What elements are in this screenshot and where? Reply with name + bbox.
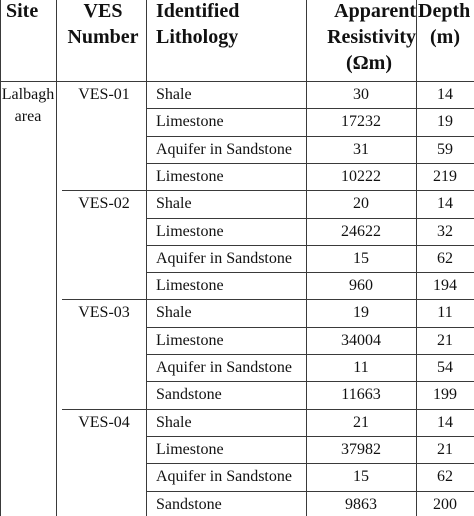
- depth-cell: 14: [437, 195, 453, 213]
- resistivity-cell: 15: [353, 468, 369, 486]
- column-divider-line: [56, 0, 57, 516]
- lithology-cell: Limestone: [156, 167, 224, 185]
- resistivity-cell: 20: [353, 195, 369, 213]
- row-divider-line: [146, 272, 474, 273]
- depth-cell: 19: [437, 113, 453, 131]
- depth-cell: 11: [437, 304, 453, 322]
- row-divider-line: [146, 108, 474, 109]
- depth-cell: 32: [437, 222, 453, 240]
- row-divider-line: [146, 163, 474, 164]
- lithology-cell: Aquifer in Sandstone: [156, 468, 292, 486]
- lithology-cell: Limestone: [156, 440, 224, 458]
- ves-number-cell: VES-03: [78, 304, 130, 322]
- group-divider-line: [62, 190, 474, 191]
- row-divider-line: [146, 245, 474, 246]
- depth-cell: 62: [437, 468, 453, 486]
- resistivity-cell: 15: [353, 249, 369, 267]
- depth-cell: 199: [433, 386, 457, 404]
- row-divider-line: [146, 354, 474, 355]
- lithology-cell: Shale: [156, 195, 192, 213]
- depth-cell: 200: [433, 495, 457, 513]
- resistivity-cell: 30: [353, 86, 369, 103]
- lithology-cell: Shale: [156, 86, 192, 103]
- header-resistivity-line2: Resistivity: [327, 26, 416, 48]
- depth-cell: 62: [437, 249, 453, 267]
- depth-cell: 194: [433, 277, 457, 295]
- row-divider-line: [146, 491, 474, 492]
- row-divider-line: [146, 327, 474, 328]
- ves-number-cell: VES-04: [78, 413, 130, 431]
- column-divider-line: [306, 0, 307, 516]
- lithology-cell: Sandstone: [156, 495, 222, 513]
- header-ves-line2: Number: [67, 26, 139, 48]
- header-depth-line1: Depth: [418, 0, 471, 22]
- lithology-cell: Aquifer in Sandstone: [156, 140, 292, 158]
- resistivity-cell: 31: [353, 140, 369, 158]
- depth-cell: 14: [437, 86, 453, 103]
- depth-cell: 21: [437, 331, 453, 349]
- header-resistivity-line1: Apparent: [334, 0, 416, 22]
- resistivity-cell: 24622: [341, 222, 381, 240]
- depth-cell: 219: [433, 167, 457, 185]
- depth-cell: 59: [437, 140, 453, 158]
- header-resistivity: Apparent Resistivity (Ωm): [306, 0, 416, 76]
- lithology-cell: Aquifer in Sandstone: [156, 249, 292, 267]
- lithology-cell: Limestone: [156, 222, 224, 240]
- lithology-cell: Aquifer in Sandstone: [156, 359, 292, 376]
- row-divider-line: [146, 381, 474, 382]
- resistivity-cell: 37982: [341, 440, 381, 458]
- header-lithology-line1: Identified: [156, 0, 240, 22]
- site-cell: Lalbagh area: [0, 84, 56, 128]
- group-divider-line: [62, 409, 474, 410]
- resistivity-cell: 21: [353, 413, 369, 431]
- header-site: Site: [6, 0, 39, 22]
- lithology-cell: Limestone: [156, 277, 224, 295]
- resistivity-cell: 11: [353, 359, 369, 376]
- header-bottom-line: [0, 81, 474, 82]
- lithology-cell: Shale: [156, 413, 192, 431]
- lithology-cell: Sandstone: [156, 386, 222, 404]
- resistivity-cell: 11663: [341, 386, 381, 404]
- column-divider-line: [416, 0, 417, 516]
- depth-cell: 21: [437, 440, 453, 458]
- lithology-cell: Limestone: [156, 113, 224, 131]
- header-depth-line2: (m): [430, 26, 460, 48]
- header-ves-number: VES Number: [62, 0, 144, 50]
- resistivity-cell: 10222: [341, 167, 381, 185]
- resistivity-cell: 9863: [345, 495, 377, 513]
- site-line2: area: [14, 108, 42, 125]
- lithology-cell: Limestone: [156, 331, 224, 349]
- resistivity-cell: 34004: [341, 331, 381, 349]
- resistivity-cell: 960: [349, 277, 373, 295]
- header-lithology: Identified Lithology: [156, 0, 306, 50]
- row-divider-line: [146, 463, 474, 464]
- ves-number-cell: VES-02: [78, 195, 130, 213]
- site-line1: Lalbagh: [1, 86, 55, 103]
- depth-cell: 54: [437, 359, 453, 376]
- row-divider-line: [146, 136, 474, 137]
- resistivity-cell: 19: [353, 304, 369, 322]
- row-divider-line: [146, 218, 474, 219]
- ves-number-cell: VES-01: [78, 86, 130, 103]
- group-divider-line: [62, 299, 474, 300]
- lithology-cell: Shale: [156, 304, 192, 322]
- header-lithology-line2: Lithology: [156, 26, 239, 48]
- column-divider-line: [0, 0, 1, 516]
- depth-cell: 14: [437, 413, 453, 431]
- header-ves-line1: VES: [83, 0, 123, 22]
- resistivity-cell: 17232: [341, 113, 381, 131]
- header-resistivity-line3: (Ωm): [346, 52, 392, 74]
- row-divider-line: [146, 436, 474, 437]
- header-depth: Depth (m): [416, 0, 474, 50]
- column-divider-line: [146, 0, 147, 516]
